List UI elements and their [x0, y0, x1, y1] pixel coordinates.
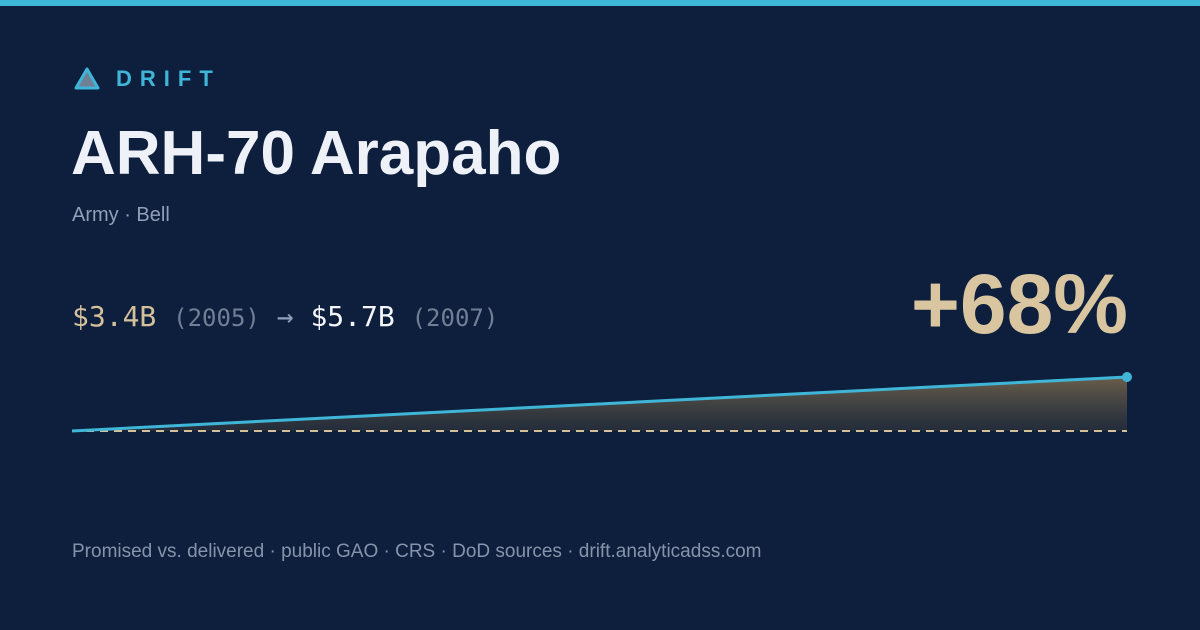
from-year: (2005)	[173, 304, 260, 332]
change: +68%	[910, 257, 1128, 351]
from-value: $3.4B	[72, 300, 157, 333]
values-row: $3.4B (2005) → $5.7B (2007)	[72, 300, 498, 333]
arrow: →	[276, 300, 294, 333]
brand: DRIFT	[116, 66, 221, 91]
title: ARH-70 Arapaho	[71, 119, 562, 188]
subtitle: Army · Bell	[72, 204, 170, 226]
end-dot	[1122, 372, 1132, 382]
line	[71, 375, 1128, 433]
to-year: (2007)	[411, 304, 499, 332]
to-value: $5.7B	[310, 300, 395, 333]
logo	[74, 67, 100, 90]
top-bar	[0, 0, 1200, 6]
footer: Promised vs. delivered · public GAO · CR…	[72, 541, 762, 562]
